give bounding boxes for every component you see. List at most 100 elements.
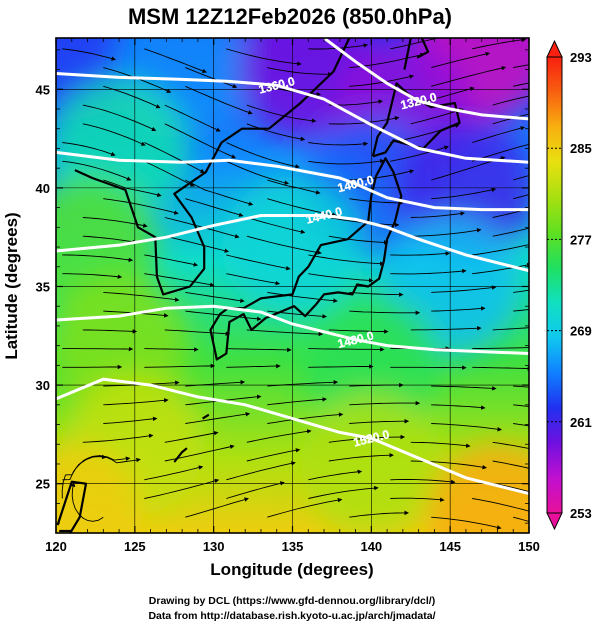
streamline-24 xyxy=(82,433,154,443)
colorbar-tick-label-269: 269 xyxy=(570,324,592,339)
streamline-107 xyxy=(513,194,529,200)
streamline-116 xyxy=(226,160,290,185)
streamline-32 xyxy=(267,412,344,424)
streamline-138 xyxy=(103,85,161,109)
streamline-55 xyxy=(144,347,199,352)
streamline-109 xyxy=(185,179,254,206)
streamline-78 xyxy=(62,273,123,279)
streamline-82 xyxy=(390,268,467,275)
streamline-47 xyxy=(513,385,529,388)
colorbar: 293 285 277 269 261 253 xyxy=(546,39,592,531)
streamline-9 xyxy=(308,485,379,499)
streamline-103 xyxy=(185,198,244,217)
streamline-46 xyxy=(431,385,497,391)
coastline-4 xyxy=(403,38,412,70)
streamline-0 xyxy=(70,482,104,522)
streamline-106 xyxy=(431,187,497,200)
streamline-86 xyxy=(226,254,291,271)
streamline-121 xyxy=(144,142,205,173)
colorbar-tick-label-277: 277 xyxy=(570,232,592,247)
streamline-141 xyxy=(349,74,415,87)
temperature-field xyxy=(56,38,529,533)
coastline-2 xyxy=(209,157,403,361)
streamline-119 xyxy=(472,143,529,162)
streamline-77 xyxy=(513,289,529,293)
streamline-145 xyxy=(185,67,238,89)
streamline-26 xyxy=(246,429,312,443)
streamline-13 xyxy=(144,465,204,481)
x-tick-label-130: 130 xyxy=(203,539,225,554)
streamline-120 xyxy=(62,142,116,157)
streamline-81 xyxy=(308,273,374,283)
credit-line-1: Drawing by DCL (https://www.gfd-dennou.o… xyxy=(149,595,435,607)
x-axis-label: Longitude (degrees) xyxy=(210,560,373,579)
x-tick-label-140: 140 xyxy=(360,539,382,554)
streamline-40 xyxy=(431,404,486,410)
streamline-70 xyxy=(431,306,486,312)
streamline-129 xyxy=(328,116,400,125)
coastline-3 xyxy=(371,82,461,158)
x-tick-label-150: 150 xyxy=(518,539,540,554)
streamline-34 xyxy=(431,423,502,432)
streamline-57 xyxy=(308,347,385,352)
y-tick-label-40: 40 xyxy=(36,181,50,196)
streamline-71 xyxy=(513,309,529,312)
colorbar-gradient xyxy=(546,56,563,514)
streamline-149 xyxy=(513,64,529,69)
streamline-4 xyxy=(431,516,502,530)
streamline-137 xyxy=(492,95,529,106)
streamline-128 xyxy=(246,123,306,142)
colorbar-max-arrow xyxy=(546,39,563,58)
contour-1400.0 xyxy=(56,150,529,212)
streamline-61 xyxy=(164,329,231,336)
x-tick-label-145: 145 xyxy=(439,539,461,554)
contour-1440.0 xyxy=(56,214,529,273)
streamline-35 xyxy=(513,423,529,427)
streamline-132 xyxy=(82,104,157,131)
streamline-131 xyxy=(492,113,529,125)
x-axis: 120 125 130 135 140 145 150 xyxy=(45,38,540,554)
streamline-84 xyxy=(62,254,134,263)
streamline-50 xyxy=(226,363,281,369)
streamline-63 xyxy=(328,329,389,334)
y-tick-label-30: 30 xyxy=(36,378,50,393)
temperature-sample-15 xyxy=(56,443,142,533)
streamline-110 xyxy=(267,179,321,195)
streamline-8 xyxy=(226,481,285,499)
streamline-118 xyxy=(390,145,449,162)
streamline-3 xyxy=(349,510,409,518)
streamline-100 xyxy=(410,211,465,218)
streamline-25 xyxy=(164,430,219,443)
streamline-73 xyxy=(185,291,245,303)
x-tick-label-120: 120 xyxy=(45,539,67,554)
streamline-91 xyxy=(164,235,230,253)
streamline-53 xyxy=(472,366,529,371)
streamline-14 xyxy=(226,461,296,481)
streamline-60 xyxy=(82,329,138,334)
streamline-21 xyxy=(328,452,394,462)
streamline-108 xyxy=(103,179,162,198)
streamline-33 xyxy=(349,418,410,424)
streamline-88 xyxy=(390,251,451,256)
x-tick-label-135: 135 xyxy=(282,539,304,554)
streamline-1 xyxy=(185,497,249,518)
streamline-148 xyxy=(431,51,491,69)
streamline-43 xyxy=(185,380,246,387)
streamline-146 xyxy=(267,67,333,77)
streamline-134 xyxy=(246,104,317,123)
streamline-125 xyxy=(472,126,526,143)
y-tick-label-45: 45 xyxy=(36,82,50,97)
streamline-152 xyxy=(226,48,302,66)
streamline-80 xyxy=(226,273,281,286)
x-tick-label-125: 125 xyxy=(124,539,146,554)
streamline-56 xyxy=(226,347,292,353)
streamline-104 xyxy=(267,198,337,217)
colorbar-tick-label-261: 261 xyxy=(570,415,592,430)
colorbar-tick-label-293: 293 xyxy=(570,50,592,65)
streamline-16 xyxy=(390,479,456,485)
streamline-7 xyxy=(144,478,220,499)
streamline-154 xyxy=(390,38,440,50)
streamline-69 xyxy=(349,310,421,316)
